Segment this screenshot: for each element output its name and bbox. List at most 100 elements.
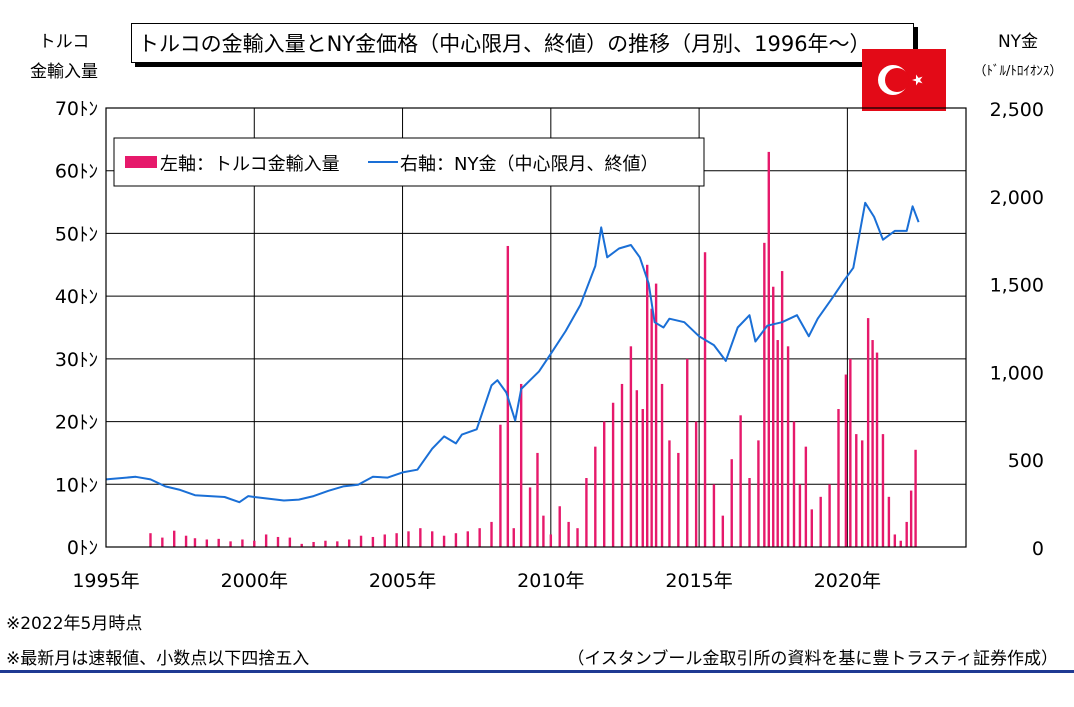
- bar: [312, 541, 315, 547]
- bar: [542, 515, 545, 547]
- left-tick-label: 10ﾄﾝ: [55, 474, 98, 496]
- bar: [603, 421, 606, 547]
- bar: [576, 528, 579, 547]
- bar: [336, 541, 339, 547]
- bar: [810, 509, 813, 547]
- bar: [499, 424, 502, 547]
- bar: [899, 540, 902, 547]
- left-axis-label-line1: トルコ: [38, 32, 90, 52]
- bar: [893, 534, 897, 547]
- bar: [620, 383, 624, 547]
- left-tick-label: 60ﾄﾝ: [55, 161, 98, 183]
- bar: [558, 506, 561, 547]
- bar: [861, 440, 864, 547]
- bar: [611, 402, 615, 547]
- bar: [217, 538, 220, 547]
- bar: [536, 452, 539, 547]
- x-tick-label: 2005年: [369, 570, 436, 592]
- legend-bar-swatch: [125, 156, 157, 168]
- bar: [264, 534, 268, 547]
- bar: [229, 541, 232, 547]
- bar: [712, 484, 716, 547]
- right-tick-label: 500: [1008, 450, 1044, 472]
- chart-title: トルコの金輸入量とNY金価格（中心限月、終値）の推移（月別、1996年～）: [131, 23, 914, 63]
- right-tick-label: 2,000: [990, 187, 1044, 209]
- bar: [677, 452, 680, 547]
- note-date: ※2022年5月時点: [6, 614, 143, 634]
- bar: [407, 531, 410, 547]
- bar: [300, 543, 303, 547]
- right-axis-label-line1: NY金: [997, 32, 1039, 52]
- bar: [819, 496, 822, 547]
- bar: [703, 252, 707, 547]
- bar: [887, 496, 891, 547]
- bar: [650, 308, 653, 547]
- bar: [567, 521, 570, 547]
- bar: [371, 536, 375, 547]
- plot-frame: [105, 107, 967, 548]
- bar: [383, 534, 386, 547]
- bar: [804, 446, 808, 547]
- bar: [909, 490, 913, 547]
- bar: [660, 383, 664, 547]
- bar: [763, 242, 766, 548]
- bar: [792, 421, 796, 547]
- bar: [786, 346, 790, 547]
- bar: [419, 528, 422, 547]
- bar: [442, 535, 446, 547]
- bar: [844, 374, 848, 547]
- bar: [871, 340, 874, 547]
- bar: [549, 534, 553, 547]
- bar: [359, 535, 363, 547]
- bar: [528, 487, 532, 547]
- left-tick-label: 50ﾄﾝ: [55, 223, 98, 245]
- bar: [914, 449, 917, 547]
- turkey-flag-icon: [862, 49, 946, 111]
- gold-price-line: [105, 201, 920, 504]
- bar: [767, 151, 770, 547]
- bar: [288, 537, 292, 547]
- bar: [686, 358, 689, 547]
- bar: [837, 409, 840, 547]
- right-tick-label: 0: [1032, 538, 1044, 560]
- x-tick-labels: 1995年 2000年 2005年 2010年 2015年 2020年: [72, 570, 881, 592]
- legend-box: [113, 137, 705, 187]
- right-tick-label: 1,000: [990, 362, 1044, 384]
- bar: [654, 283, 658, 547]
- axes: [105, 107, 967, 548]
- bar: [730, 459, 733, 547]
- x-tick-label: 1995年: [72, 570, 139, 592]
- bar: [478, 528, 481, 547]
- bar: [828, 484, 831, 547]
- left-tick-label: 40ﾄﾝ: [55, 286, 98, 308]
- bar: [772, 286, 775, 547]
- bar: [668, 440, 671, 547]
- bar: [849, 358, 852, 547]
- left-tick-label: 30ﾄﾝ: [55, 349, 98, 371]
- bar: [173, 530, 176, 547]
- bar: [454, 533, 458, 547]
- bar: [253, 540, 256, 547]
- bar: [757, 440, 760, 547]
- left-tick-labels: 0ﾄﾝ 10ﾄﾝ 20ﾄﾝ 30ﾄﾝ 40ﾄﾝ 50ﾄﾝ 60ﾄﾝ 70ﾄﾝ: [55, 98, 98, 559]
- left-axis-label: トルコ 金輸入量: [14, 31, 114, 83]
- bar: [635, 390, 639, 547]
- bar: [241, 539, 244, 547]
- legend-bar-label: 左軸：トルコ金輸入量: [160, 154, 340, 175]
- bar: [866, 318, 870, 547]
- bar: [748, 478, 751, 547]
- x-tick-label: 2015年: [665, 570, 732, 592]
- left-axis-label-line2: 金輸入量: [30, 62, 98, 82]
- left-tick-label: 0ﾄﾝ: [67, 537, 98, 559]
- right-tick-label: 2,500: [990, 99, 1044, 121]
- bar: [881, 434, 885, 547]
- bar: [646, 264, 649, 547]
- bar: [585, 478, 588, 547]
- right-tick-label: 1,500: [990, 275, 1044, 297]
- bar: [149, 533, 152, 547]
- right-axis-label: NY金 （ﾄﾞﾙ/ﾄﾛｲｵﾝｽ）: [966, 31, 1070, 83]
- bar: [776, 340, 779, 547]
- legend-line-label: 右軸：NY金（中心限月、終値）: [400, 154, 658, 175]
- bar: [798, 484, 802, 547]
